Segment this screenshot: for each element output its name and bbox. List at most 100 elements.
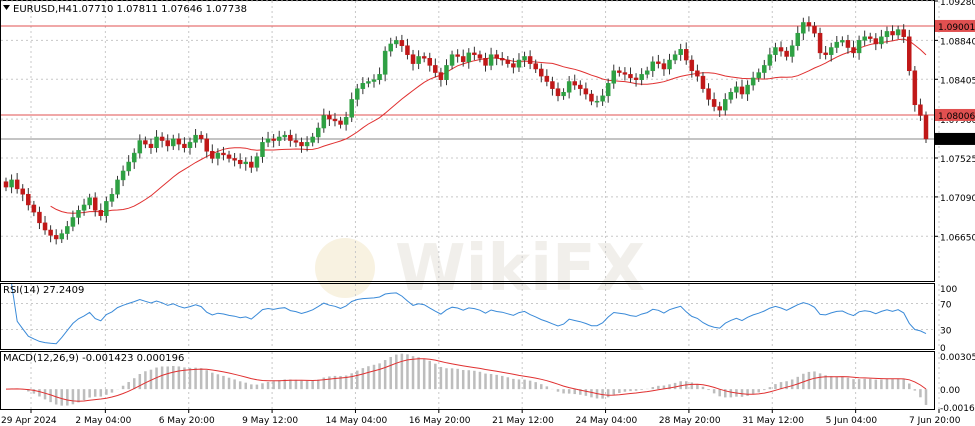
level-tag-label: 1.08006 — [938, 112, 975, 122]
macd-tick-label: -0.001635 — [940, 404, 975, 414]
candle-body — [717, 106, 722, 111]
candle-body — [109, 193, 115, 202]
candle-body — [806, 22, 812, 27]
candle-body — [689, 59, 695, 72]
price-tick-label: 1.07090 — [940, 194, 975, 204]
candle-body — [349, 99, 354, 118]
candle-body — [338, 120, 343, 125]
candle-body — [789, 45, 795, 57]
candle-body — [137, 140, 143, 154]
candle-body — [483, 58, 488, 66]
candle-body — [154, 136, 159, 148]
candle-body — [561, 91, 566, 97]
candle-body — [148, 143, 154, 148]
candle-body — [371, 79, 377, 82]
rsi-panel-frame — [0, 283, 935, 350]
candle-body — [617, 70, 622, 73]
candle-body — [26, 193, 31, 206]
chevron-down-icon[interactable] — [3, 5, 10, 10]
candle-body — [750, 77, 756, 86]
rsi-tick-label: 30 — [940, 327, 952, 337]
candle-body — [249, 161, 254, 168]
candle-body — [388, 43, 393, 52]
level-tag-bg — [935, 108, 975, 121]
time-tick-label: 7 Jun 20:00 — [909, 416, 961, 426]
candle-body — [92, 197, 98, 211]
candle-body — [416, 56, 421, 64]
candle-body — [59, 233, 65, 240]
symbol-label: EURUSD,H4 — [13, 4, 72, 15]
price-tick-label: 1.06650 — [940, 233, 975, 243]
time-tick-label: 21 May 12:00 — [492, 416, 554, 426]
time-tick-label: 31 May 12:00 — [742, 416, 804, 426]
candle-body — [243, 161, 249, 165]
candle-body — [672, 54, 678, 61]
candle-body — [377, 74, 382, 80]
macd-label: MACD(12,26,9) -0.001423 0.000196 — [3, 353, 184, 364]
candle-body — [544, 75, 550, 82]
price-grid — [1, 0, 940, 281]
candle-body — [583, 88, 589, 95]
candle-body — [828, 47, 834, 55]
candle-body — [566, 81, 572, 93]
candle-body — [165, 140, 170, 147]
candle-body — [472, 52, 477, 55]
candlestick-series — [3, 16, 929, 245]
candle-body — [254, 156, 260, 168]
time-tick-label: 16 May 20:00 — [409, 416, 471, 426]
rsi-tick-label: 0 — [940, 344, 946, 354]
candle-body — [87, 197, 92, 206]
candle-body — [304, 142, 310, 147]
candle-body — [237, 159, 243, 165]
candle-body — [37, 211, 42, 224]
candle-body — [115, 179, 120, 195]
price-tick-label: 1.09280 — [940, 0, 975, 8]
rsi-line — [11, 283, 927, 345]
candle-body — [845, 40, 851, 48]
candle-body — [466, 52, 472, 63]
candle-body — [81, 204, 87, 211]
candle-body — [394, 40, 399, 45]
candle-body — [644, 70, 650, 75]
candle-body — [193, 134, 198, 143]
candle-body — [271, 138, 276, 141]
candle-body — [310, 136, 315, 143]
candle-body — [611, 70, 617, 84]
candle-body — [667, 59, 672, 70]
price-tick-label: 1.07525 — [940, 155, 975, 165]
candle-body — [728, 91, 734, 100]
candle-body — [801, 22, 806, 34]
candle-body — [315, 127, 321, 138]
candle-body — [527, 56, 533, 64]
candle-body — [784, 50, 789, 57]
candle-body — [31, 204, 37, 213]
candle-body — [488, 54, 494, 66]
price-tick-label: 1.07960 — [940, 116, 975, 126]
candle-body — [427, 58, 433, 66]
candle-body — [171, 138, 176, 147]
level-tag-label: 1.09001 — [938, 23, 975, 33]
candle-body — [176, 138, 182, 145]
candle-body — [856, 40, 862, 54]
candle-body — [321, 115, 327, 129]
candle-body — [449, 54, 455, 66]
candle-body — [890, 31, 895, 36]
candle-body — [823, 52, 828, 55]
time-tick-label: 9 May 12:00 — [242, 416, 298, 426]
candle-body — [327, 115, 332, 120]
candle-body — [578, 84, 583, 89]
candle-body — [661, 63, 667, 70]
macd-tick-label: 0.00 — [940, 386, 960, 396]
candle-body — [555, 88, 561, 97]
candle-body — [399, 40, 405, 46]
candle-body — [343, 117, 349, 125]
candle-body — [907, 36, 912, 72]
candle-body — [505, 59, 511, 64]
candle-body — [143, 140, 148, 145]
candle-body — [700, 75, 706, 89]
price-tick-label: 1.08840 — [940, 37, 975, 47]
candle-body — [762, 65, 767, 73]
candle-body — [867, 36, 873, 39]
